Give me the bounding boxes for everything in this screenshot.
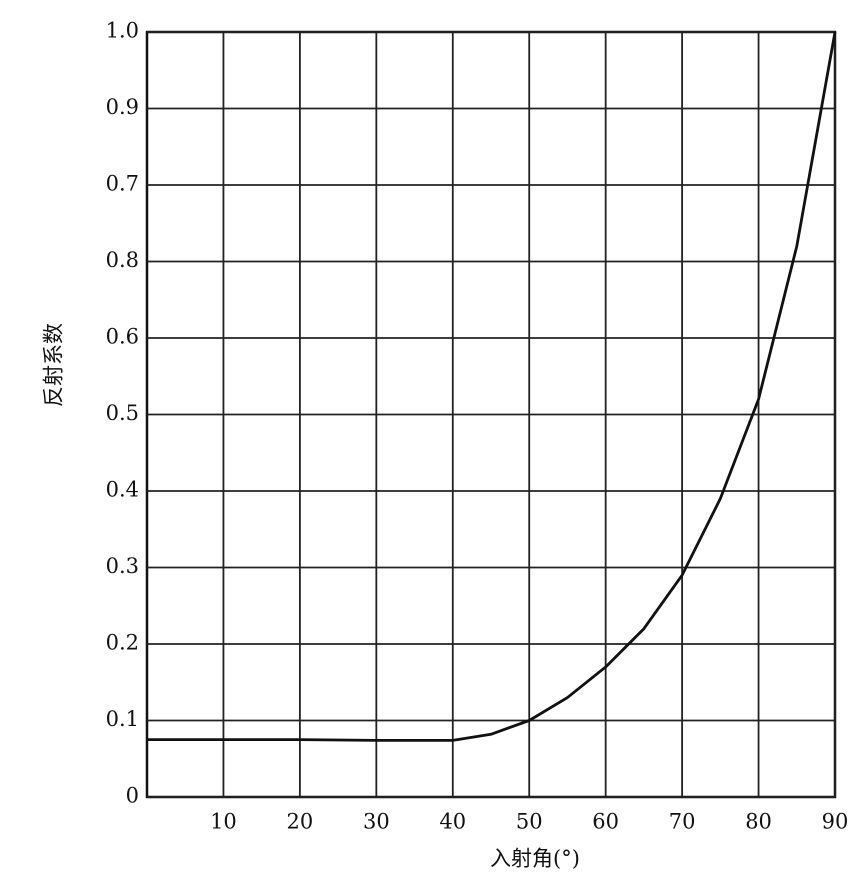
x-tick-label: 40 <box>439 810 466 834</box>
x-tick-label: 50 <box>516 810 543 834</box>
data-line <box>147 31 837 742</box>
y-tick-label: 0.6 <box>106 325 139 349</box>
x-tick-label: 90 <box>822 810 849 834</box>
y-tick-label: 0.2 <box>106 631 139 655</box>
x-tick-label: 10 <box>210 810 237 834</box>
x-axis-label: 入射角(°) <box>490 847 580 871</box>
y-tick-label: 0.3 <box>106 554 139 578</box>
x-tick-label: 80 <box>745 810 772 834</box>
y-tick-label: 0.7 <box>106 172 139 196</box>
y-axis-label: 反射系数 <box>42 323 66 407</box>
x-tick-label: 60 <box>592 810 619 834</box>
y-tick-label: 1.0 <box>106 19 139 43</box>
x-tick-label: 20 <box>287 810 314 834</box>
y-tick-label: 0 <box>126 784 139 808</box>
x-tick-label: 30 <box>363 810 390 834</box>
x-tick-label: 70 <box>669 810 696 834</box>
y-tick-label: 0.4 <box>106 478 139 502</box>
y-tick-label: 0.5 <box>106 401 139 425</box>
y-tick-label: 0.9 <box>106 95 139 119</box>
y-tick-label: 0.1 <box>106 707 139 731</box>
y-tick-label: 0.8 <box>106 248 139 272</box>
